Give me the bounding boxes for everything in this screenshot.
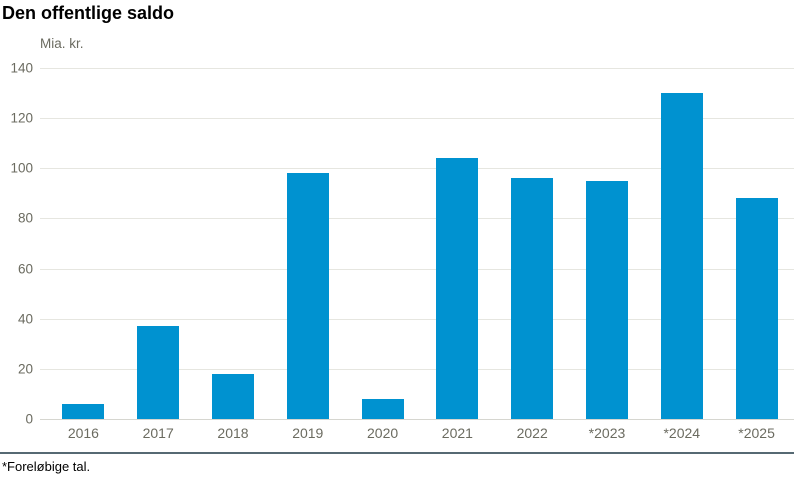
footer-separator-line <box>0 452 794 454</box>
bar-slot-2024 <box>644 68 719 419</box>
bar-slot-2018 <box>196 68 271 419</box>
bar-slot-2020 <box>345 68 420 419</box>
footnote-text: *Foreløbige tal. <box>2 459 91 474</box>
y-tick-label: 100 <box>10 160 33 176</box>
bar-2018 <box>211 373 254 419</box>
chart-title: Den offentlige saldo <box>2 3 175 23</box>
gridline <box>40 168 794 170</box>
y-axis-unit-label: Mia. kr. <box>40 36 84 51</box>
x-tick-label: 2018 <box>217 425 249 441</box>
gridline <box>40 268 794 270</box>
y-tick-label: 120 <box>10 110 33 126</box>
x-tick-label: 2021 <box>441 425 473 441</box>
y-tick-label: 80 <box>17 210 33 226</box>
bar-2020 <box>361 398 404 419</box>
x-tick-label: 2019 <box>292 425 324 441</box>
y-tick-label: 0 <box>25 411 33 427</box>
y-tick-label: 40 <box>17 311 33 327</box>
x-tick-label: 2022 <box>516 425 548 441</box>
bar-slot-2025 <box>719 68 794 419</box>
bar-2022 <box>511 178 554 419</box>
bar-2023 <box>585 180 628 419</box>
y-tick-label: 20 <box>17 361 33 377</box>
bar-2025 <box>735 198 778 419</box>
gridline <box>40 68 794 69</box>
plot-area <box>40 68 794 420</box>
bar-2019 <box>286 173 329 419</box>
x-tick-label: *2023 <box>588 425 626 441</box>
bar-slot-2023 <box>570 68 645 419</box>
x-tick-label: 2016 <box>67 425 99 441</box>
y-axis-tick-labels: 0 20 40 60 80 100 120 140 <box>0 61 33 427</box>
y-tick-label: 140 <box>10 60 33 76</box>
x-axis-tick-labels: 2016 2017 2018 2019 2020 2021 2022 *2023 *2024 *2… <box>46 425 794 441</box>
bar-slot-2016 <box>46 68 121 419</box>
x-tick-label: 2017 <box>142 425 174 441</box>
bar-slot-2019 <box>270 68 345 419</box>
bar-2016 <box>62 403 105 419</box>
bar-2021 <box>436 158 479 419</box>
bar-slot-2022 <box>495 68 570 419</box>
gridline <box>40 318 794 320</box>
bar-slot-2021 <box>420 68 495 419</box>
x-tick-label: *2025 <box>738 425 775 441</box>
x-tick-label: *2024 <box>663 425 701 441</box>
gridline <box>40 118 794 120</box>
x-tick-label: 2020 <box>367 425 399 441</box>
y-tick-label: 60 <box>17 261 33 277</box>
bar-2017 <box>137 326 180 419</box>
gridline <box>40 368 794 370</box>
gridline <box>40 218 794 220</box>
baseline-gridline <box>40 419 794 420</box>
bar-series <box>46 68 794 419</box>
bar-2024 <box>660 93 703 419</box>
bar-slot-2017 <box>121 68 196 419</box>
